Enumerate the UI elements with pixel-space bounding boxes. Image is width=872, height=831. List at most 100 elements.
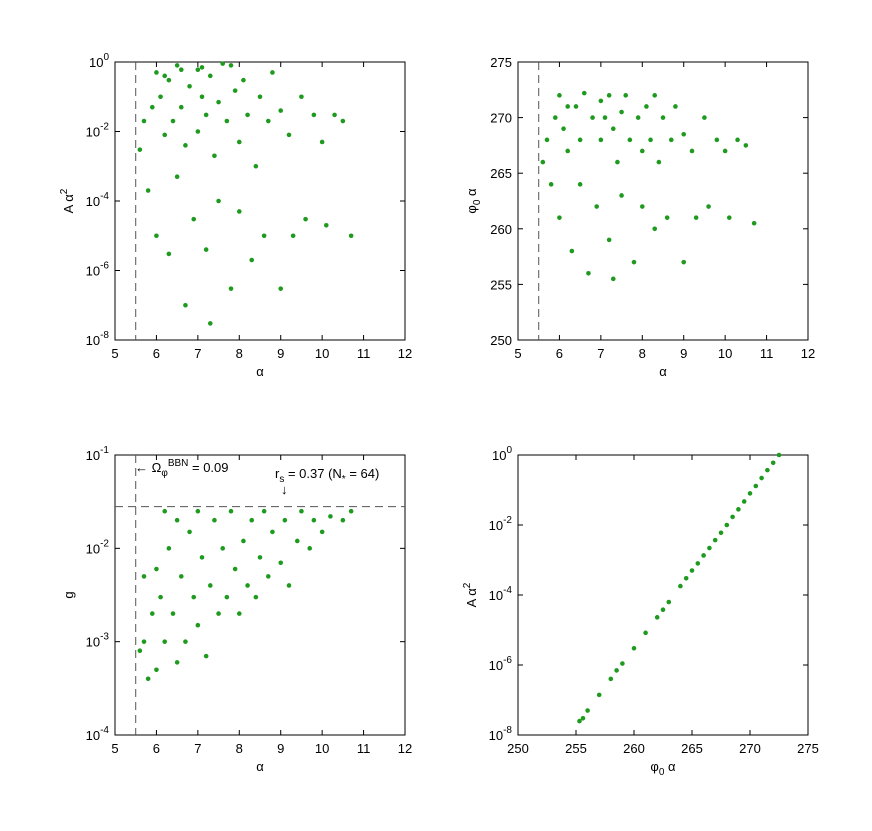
point <box>639 204 645 209</box>
x-tick-label: 12 <box>801 346 815 361</box>
point <box>577 182 583 187</box>
x-tick-label: 10 <box>315 346 329 361</box>
point <box>548 182 554 187</box>
y-axis-label: g <box>61 591 76 598</box>
y-tick-label: 260 <box>490 222 512 237</box>
x-tick-label: 275 <box>797 741 819 756</box>
point <box>158 94 163 100</box>
point <box>178 574 184 579</box>
y-tick-label: 10-4 <box>489 585 513 603</box>
y-tick-exponent: 0 <box>506 445 512 456</box>
annotation-part: ← Ω <box>135 460 162 475</box>
point <box>770 460 776 466</box>
point <box>596 692 602 698</box>
y-tick-label: 265 <box>490 166 512 181</box>
point <box>154 667 159 673</box>
point <box>245 583 250 588</box>
point <box>765 467 770 473</box>
point <box>265 574 271 579</box>
point <box>552 115 558 120</box>
point <box>683 576 689 581</box>
annotation-part: ↓ <box>281 482 288 497</box>
x-tick-label: 5 <box>111 346 118 361</box>
point <box>191 216 197 222</box>
point <box>627 137 633 143</box>
point <box>689 148 695 154</box>
y-tick-base: 10 <box>489 728 503 743</box>
x-tick-label: 11 <box>760 346 774 361</box>
x-axis-label: α <box>659 364 667 379</box>
point <box>695 561 701 566</box>
y-axis-label-part: 0 <box>472 199 483 205</box>
point <box>701 553 706 558</box>
x-axis-label-part: φ <box>650 759 658 774</box>
point <box>594 204 600 209</box>
point <box>253 594 259 600</box>
y-tick-base: 10 <box>86 448 100 463</box>
point <box>776 452 782 458</box>
point <box>654 615 660 620</box>
point <box>187 83 192 89</box>
point <box>620 661 625 666</box>
y-axis-label-part: A α <box>61 194 76 214</box>
point <box>145 676 151 682</box>
point <box>311 112 317 118</box>
x-axis-label: φ0 α <box>650 759 676 778</box>
point <box>195 67 201 73</box>
y-tick-label: 250 <box>490 333 512 348</box>
point <box>619 109 624 115</box>
point <box>702 115 707 120</box>
point <box>580 716 586 721</box>
point <box>557 215 562 220</box>
point <box>170 611 176 616</box>
point <box>299 508 304 514</box>
y-tick-exponent: -4 <box>100 191 109 202</box>
point <box>236 611 242 616</box>
point <box>747 491 753 496</box>
point <box>340 118 346 124</box>
x-tick-label: 7 <box>597 346 604 361</box>
point <box>735 137 740 143</box>
y-tick-base: 10 <box>489 588 503 603</box>
x-axis-label-part: 0 <box>659 767 665 778</box>
point <box>174 63 180 68</box>
point <box>724 522 730 528</box>
point <box>261 508 267 514</box>
axes-box <box>114 61 406 341</box>
y-tick-label: 255 <box>490 277 512 292</box>
point <box>540 159 546 165</box>
point <box>199 94 205 100</box>
x-tick-label: 6 <box>556 346 563 361</box>
point <box>606 237 612 243</box>
annotation: ↓ <box>281 482 288 497</box>
point <box>261 233 267 239</box>
point <box>166 77 172 83</box>
y-tick-base: 10 <box>489 658 503 673</box>
point <box>328 514 333 519</box>
y-axis-label-part: α <box>464 188 479 200</box>
y-axis-label-part: φ <box>464 205 479 213</box>
y-tick-exponent: -8 <box>100 330 109 341</box>
x-tick-label: 9 <box>680 346 687 361</box>
point <box>207 73 213 79</box>
point <box>199 65 205 70</box>
point <box>270 529 275 535</box>
point <box>207 583 213 588</box>
point <box>270 70 275 75</box>
point <box>585 708 590 713</box>
y-tick-label: 10-4 <box>86 725 110 743</box>
point <box>689 568 695 573</box>
point <box>141 118 147 124</box>
point <box>166 546 172 551</box>
x-tick-label: 7 <box>194 741 201 756</box>
point <box>660 115 666 120</box>
point <box>332 112 337 118</box>
axes-box <box>517 61 809 341</box>
point <box>614 668 619 673</box>
point <box>174 517 180 523</box>
point <box>565 104 571 109</box>
y-tick-label: 10-4 <box>86 191 110 209</box>
point <box>191 594 197 600</box>
point <box>635 115 641 120</box>
